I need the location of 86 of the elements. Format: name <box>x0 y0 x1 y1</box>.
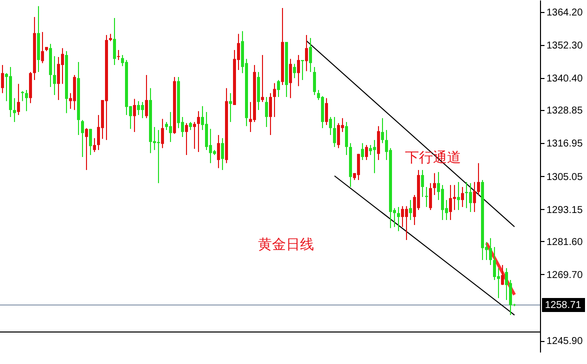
candlestick <box>461 186 464 208</box>
candlestick <box>397 206 400 232</box>
ref-line-label: 1258.71 <box>545 300 582 312</box>
y-tick-label: 1364.20 <box>546 7 584 18</box>
candlestick <box>161 118 164 149</box>
candlestick <box>345 121 348 156</box>
candlestick <box>369 144 372 156</box>
candlestick <box>137 100 140 116</box>
candlestick <box>457 181 460 211</box>
candlestick <box>265 96 268 128</box>
candlestick <box>489 238 492 266</box>
candlestick <box>169 111 172 142</box>
candlestick <box>25 90 28 112</box>
candlestick <box>273 82 276 118</box>
y-tick-label: 1352.30 <box>546 40 584 52</box>
candlestick <box>117 50 120 61</box>
candlestick <box>217 134 220 169</box>
candlestick <box>325 98 328 126</box>
candlestick <box>429 182 432 211</box>
candlestick <box>53 56 56 96</box>
y-tick-label: 1328.85 <box>546 106 584 117</box>
candlestick <box>361 142 364 161</box>
candlestick <box>13 98 16 122</box>
candlestick <box>465 181 468 209</box>
candlestick <box>453 184 456 211</box>
candlestick <box>309 38 312 72</box>
candlestick <box>157 130 160 184</box>
candlestick <box>113 18 116 66</box>
candlestick <box>41 31 44 64</box>
candlestick <box>93 138 96 152</box>
candlestick <box>425 186 428 208</box>
candlestick <box>337 122 340 149</box>
candlestick <box>377 126 380 161</box>
candlestick <box>61 48 64 84</box>
candlestick <box>313 66 316 96</box>
candlestick <box>85 128 88 171</box>
candlestick <box>193 121 196 150</box>
candlestick <box>293 63 296 79</box>
candlestick <box>145 74 148 119</box>
candlestick <box>373 140 376 174</box>
candlestick <box>433 172 436 196</box>
candlestick <box>209 128 212 164</box>
y-tick-label: 1281.60 <box>546 236 584 248</box>
candlestick <box>409 200 412 221</box>
candlestick <box>493 246 496 281</box>
candlestick <box>141 101 144 119</box>
candlestick <box>365 144 368 161</box>
candlestick <box>421 170 424 198</box>
candlestick <box>205 111 208 151</box>
candlestick <box>289 58 292 99</box>
candlestick <box>21 90 24 102</box>
candlestick <box>449 184 452 221</box>
candlestick <box>269 92 272 136</box>
candlestick <box>17 83 20 116</box>
candlestick <box>89 128 92 156</box>
candlestick <box>81 120 84 158</box>
candlestick <box>401 206 404 228</box>
candlestick <box>469 182 472 212</box>
candlestick <box>185 122 188 156</box>
candlestick <box>305 34 308 72</box>
candlestick <box>381 118 384 144</box>
candlestick <box>197 110 200 152</box>
candlestick <box>229 92 232 122</box>
candlestick <box>297 54 300 87</box>
candlestick <box>301 60 304 81</box>
y-tick-label: 1305.05 <box>546 172 584 183</box>
candlestick <box>1 64 4 94</box>
candlestick <box>277 80 280 98</box>
candlestick <box>441 184 444 221</box>
candlestick <box>501 264 504 286</box>
candlestick <box>505 268 508 301</box>
candlestick <box>261 54 264 102</box>
candlestick <box>473 181 476 212</box>
y-tick-label: 1340.40 <box>546 74 584 85</box>
y-tick-label: 1245.90 <box>546 336 584 348</box>
y-tick-label: 1293.15 <box>546 204 584 216</box>
candlestick <box>357 153 360 181</box>
candlestick <box>329 116 332 136</box>
candlestick <box>57 56 60 101</box>
candlestick <box>133 98 136 132</box>
annotation: 黄金日线 <box>258 237 314 253</box>
y-tick-label: 1316.95 <box>546 138 584 150</box>
candlestick <box>333 116 336 148</box>
y-tick-label: 1269.70 <box>546 270 584 281</box>
candlestick <box>405 206 408 241</box>
candlestick <box>221 138 224 171</box>
